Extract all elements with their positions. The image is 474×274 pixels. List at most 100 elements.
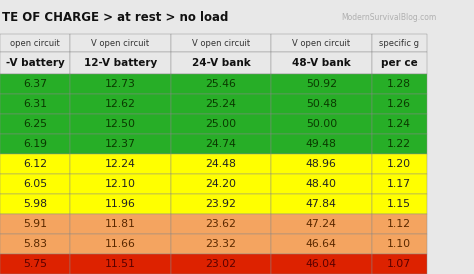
Bar — [171, 174, 271, 194]
Text: 11.81: 11.81 — [105, 219, 136, 229]
Text: 24.74: 24.74 — [205, 139, 237, 149]
Text: 47.24: 47.24 — [306, 219, 337, 229]
Text: -V battery: -V battery — [6, 58, 64, 68]
Text: 49.48: 49.48 — [306, 139, 337, 149]
Text: 23.62: 23.62 — [205, 219, 237, 229]
Text: 23.92: 23.92 — [205, 199, 237, 209]
Bar — [171, 154, 271, 174]
Bar — [0, 52, 70, 74]
Text: 1.24: 1.24 — [387, 119, 411, 129]
Bar — [0, 74, 70, 94]
Bar — [0, 0, 474, 34]
Bar — [271, 154, 372, 174]
Bar — [70, 194, 171, 214]
Bar — [372, 194, 427, 214]
Text: 47.84: 47.84 — [306, 199, 337, 209]
Bar — [0, 34, 70, 52]
Bar — [372, 134, 427, 154]
Text: per ce: per ce — [381, 58, 418, 68]
Text: V open circuit: V open circuit — [192, 39, 250, 48]
Text: 24-V bank: 24-V bank — [191, 58, 250, 68]
Bar — [70, 74, 171, 94]
Bar — [0, 134, 70, 154]
Bar — [271, 134, 372, 154]
Bar — [70, 94, 171, 114]
Bar — [0, 94, 70, 114]
Bar — [271, 214, 372, 234]
Bar — [70, 114, 171, 134]
Bar — [70, 154, 171, 174]
Bar — [372, 94, 427, 114]
Bar — [271, 74, 372, 94]
Bar — [0, 154, 70, 174]
Bar — [0, 234, 70, 254]
Bar — [70, 134, 171, 154]
Text: 1.12: 1.12 — [387, 219, 411, 229]
Text: 12.50: 12.50 — [105, 119, 136, 129]
Text: 46.04: 46.04 — [306, 259, 337, 269]
Bar — [171, 34, 271, 52]
Text: 1.15: 1.15 — [387, 199, 411, 209]
Bar — [0, 194, 70, 214]
Bar — [372, 174, 427, 194]
Text: 12.10: 12.10 — [105, 179, 136, 189]
Bar — [171, 134, 271, 154]
Bar — [372, 214, 427, 234]
Text: ModernSurvivalBlog.com: ModernSurvivalBlog.com — [341, 13, 437, 22]
Bar — [372, 234, 427, 254]
Text: 25.46: 25.46 — [205, 79, 237, 89]
Text: 6.25: 6.25 — [23, 119, 47, 129]
Bar — [70, 174, 171, 194]
Text: 23.02: 23.02 — [205, 259, 237, 269]
Bar — [70, 254, 171, 274]
Bar — [372, 254, 427, 274]
Text: 12-V battery: 12-V battery — [84, 58, 157, 68]
Text: 1.10: 1.10 — [387, 239, 411, 249]
Text: 25.24: 25.24 — [205, 99, 237, 109]
Bar — [70, 34, 171, 52]
Bar — [171, 234, 271, 254]
Text: 50.48: 50.48 — [306, 99, 337, 109]
Text: 12.37: 12.37 — [105, 139, 136, 149]
Text: 1.07: 1.07 — [387, 259, 411, 269]
Text: 1.28: 1.28 — [387, 79, 411, 89]
Text: 1.22: 1.22 — [387, 139, 411, 149]
Text: 5.83: 5.83 — [23, 239, 47, 249]
Text: 5.98: 5.98 — [23, 199, 47, 209]
Bar — [372, 34, 427, 52]
Text: 46.64: 46.64 — [306, 239, 337, 249]
Bar — [171, 114, 271, 134]
Text: 50.92: 50.92 — [306, 79, 337, 89]
Text: V open circuit: V open circuit — [292, 39, 350, 48]
Bar — [171, 52, 271, 74]
Bar — [171, 94, 271, 114]
Bar — [271, 34, 372, 52]
Bar — [0, 254, 70, 274]
Bar — [372, 114, 427, 134]
Text: 24.48: 24.48 — [205, 159, 237, 169]
Text: 50.00: 50.00 — [306, 119, 337, 129]
Text: 6.31: 6.31 — [23, 99, 47, 109]
Text: 12.24: 12.24 — [105, 159, 136, 169]
Text: 5.75: 5.75 — [23, 259, 47, 269]
Bar — [171, 194, 271, 214]
Text: 25.00: 25.00 — [205, 119, 237, 129]
Text: 6.05: 6.05 — [23, 179, 47, 189]
Text: 12.62: 12.62 — [105, 99, 136, 109]
Text: specific g: specific g — [379, 39, 419, 48]
Bar — [0, 214, 70, 234]
Bar — [70, 234, 171, 254]
Bar — [372, 52, 427, 74]
Text: 23.32: 23.32 — [205, 239, 237, 249]
Bar — [171, 74, 271, 94]
Text: 11.66: 11.66 — [105, 239, 136, 249]
Bar — [271, 52, 372, 74]
Bar — [171, 214, 271, 234]
Text: 6.19: 6.19 — [23, 139, 47, 149]
Text: 48-V bank: 48-V bank — [292, 58, 351, 68]
Text: 12.73: 12.73 — [105, 79, 136, 89]
Bar — [271, 194, 372, 214]
Text: 11.51: 11.51 — [105, 259, 136, 269]
Bar — [271, 114, 372, 134]
Text: 1.20: 1.20 — [387, 159, 411, 169]
